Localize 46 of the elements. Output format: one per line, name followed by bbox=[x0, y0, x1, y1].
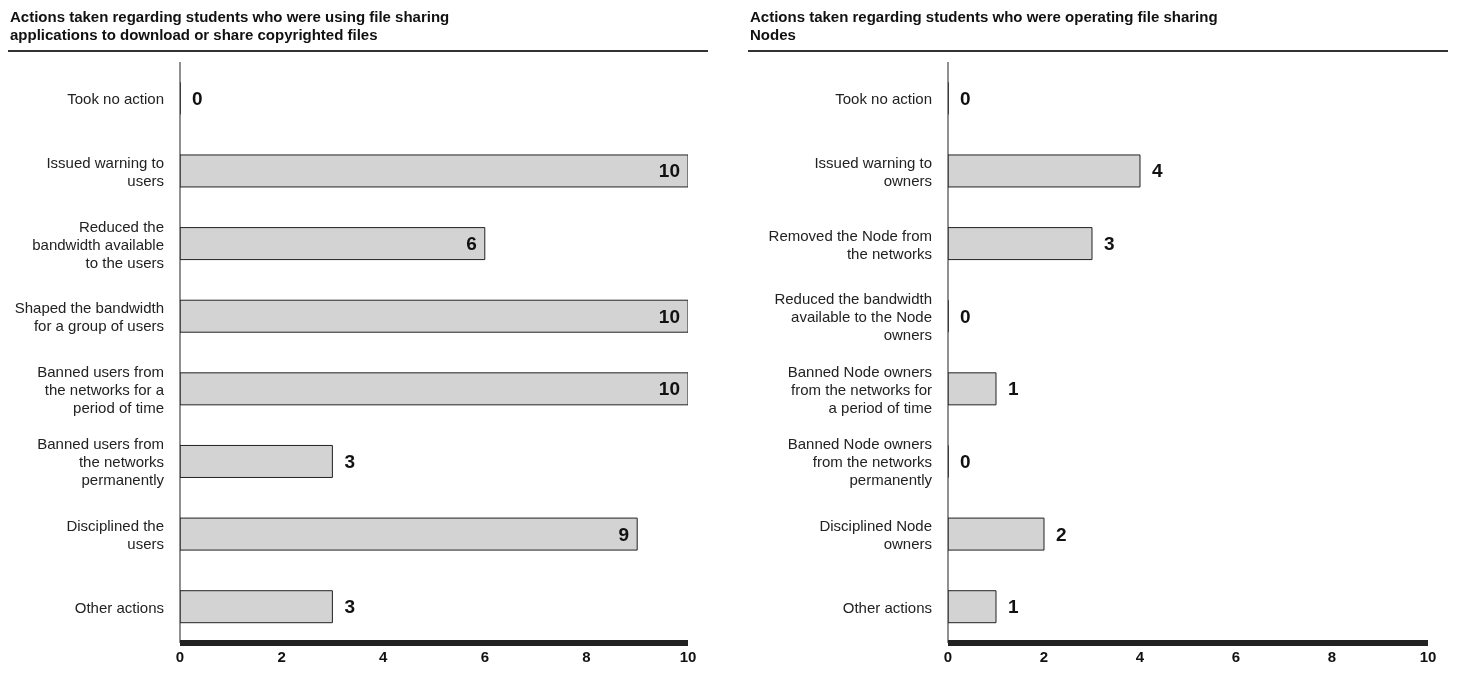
y-tick-label: Other actions bbox=[842, 598, 932, 616]
data-label: 4 bbox=[1152, 160, 1163, 182]
data-label: 1 bbox=[1008, 596, 1019, 618]
y-tick-label: Issued warning to owners bbox=[814, 153, 932, 189]
data-label: 9 bbox=[618, 523, 630, 545]
x-tick-label: 8 bbox=[1327, 647, 1337, 665]
data-label: 10 bbox=[658, 378, 680, 400]
x-tick-label: 4 bbox=[379, 647, 389, 665]
y-tick-label: Banned Node owners from the networks for a period of time bbox=[787, 362, 932, 416]
data-label: 0 bbox=[960, 450, 971, 472]
data-label: 2 bbox=[1056, 523, 1067, 545]
y-tick-label: Banned users from the networks permanently bbox=[37, 434, 165, 488]
data-label: 3 bbox=[344, 450, 355, 472]
x-tick-label: 2 bbox=[277, 647, 286, 665]
chart-title: Actions taken regarding students who were operating file sharing Nodes bbox=[749, 8, 1219, 45]
data-label: 0 bbox=[960, 305, 971, 327]
data-label: 0 bbox=[960, 87, 971, 109]
x-tick-label: 10 bbox=[1419, 647, 1437, 665]
y-tick-label: Took no action bbox=[835, 89, 932, 107]
x-tick-label: 0 bbox=[175, 647, 185, 665]
data-label: 10 bbox=[658, 305, 680, 327]
data-label: 10 bbox=[658, 160, 680, 182]
y-tick-label: Shaped the bandwidth for a group of users bbox=[14, 298, 164, 334]
y-tick-label: Disciplined the users bbox=[66, 516, 164, 552]
y-tick-label: Other actions bbox=[74, 598, 164, 616]
y-tick-label: Issued warning to users bbox=[46, 153, 164, 189]
x-tick-label: 4 bbox=[1135, 647, 1145, 665]
y-tick-label: Banned users from the networks for a period of time bbox=[37, 362, 165, 416]
y-tick-label: Took no action bbox=[67, 89, 164, 107]
y-tick-label: Reduced the bandwidth available to the Node owners bbox=[774, 289, 932, 343]
chart-title: Actions taken regarding students who were using file sharing applications to download or share copyrighted files bbox=[9, 8, 451, 45]
y-tick-label: Reduced the bandwidth available to the users bbox=[32, 217, 164, 271]
x-tick-label: 10 bbox=[679, 647, 697, 665]
x-tick-label: 0 bbox=[943, 647, 953, 665]
y-tick-label: Removed the Node from the networks bbox=[768, 226, 932, 262]
data-label: 6 bbox=[466, 233, 477, 255]
x-tick-label: 2 bbox=[1039, 647, 1049, 665]
x-tick-label: 6 bbox=[480, 647, 489, 665]
x-tick-label: 8 bbox=[582, 647, 591, 665]
data-label: 3 bbox=[1104, 233, 1115, 255]
y-tick-label: Banned Node owners from the networks permanently bbox=[787, 434, 933, 488]
y-tick-label: Disciplined Node owners bbox=[819, 516, 932, 552]
data-label: 3 bbox=[344, 596, 355, 618]
data-label: 0 bbox=[192, 87, 203, 109]
data-label: 1 bbox=[1008, 378, 1019, 400]
x-tick-label: 6 bbox=[1231, 647, 1241, 665]
